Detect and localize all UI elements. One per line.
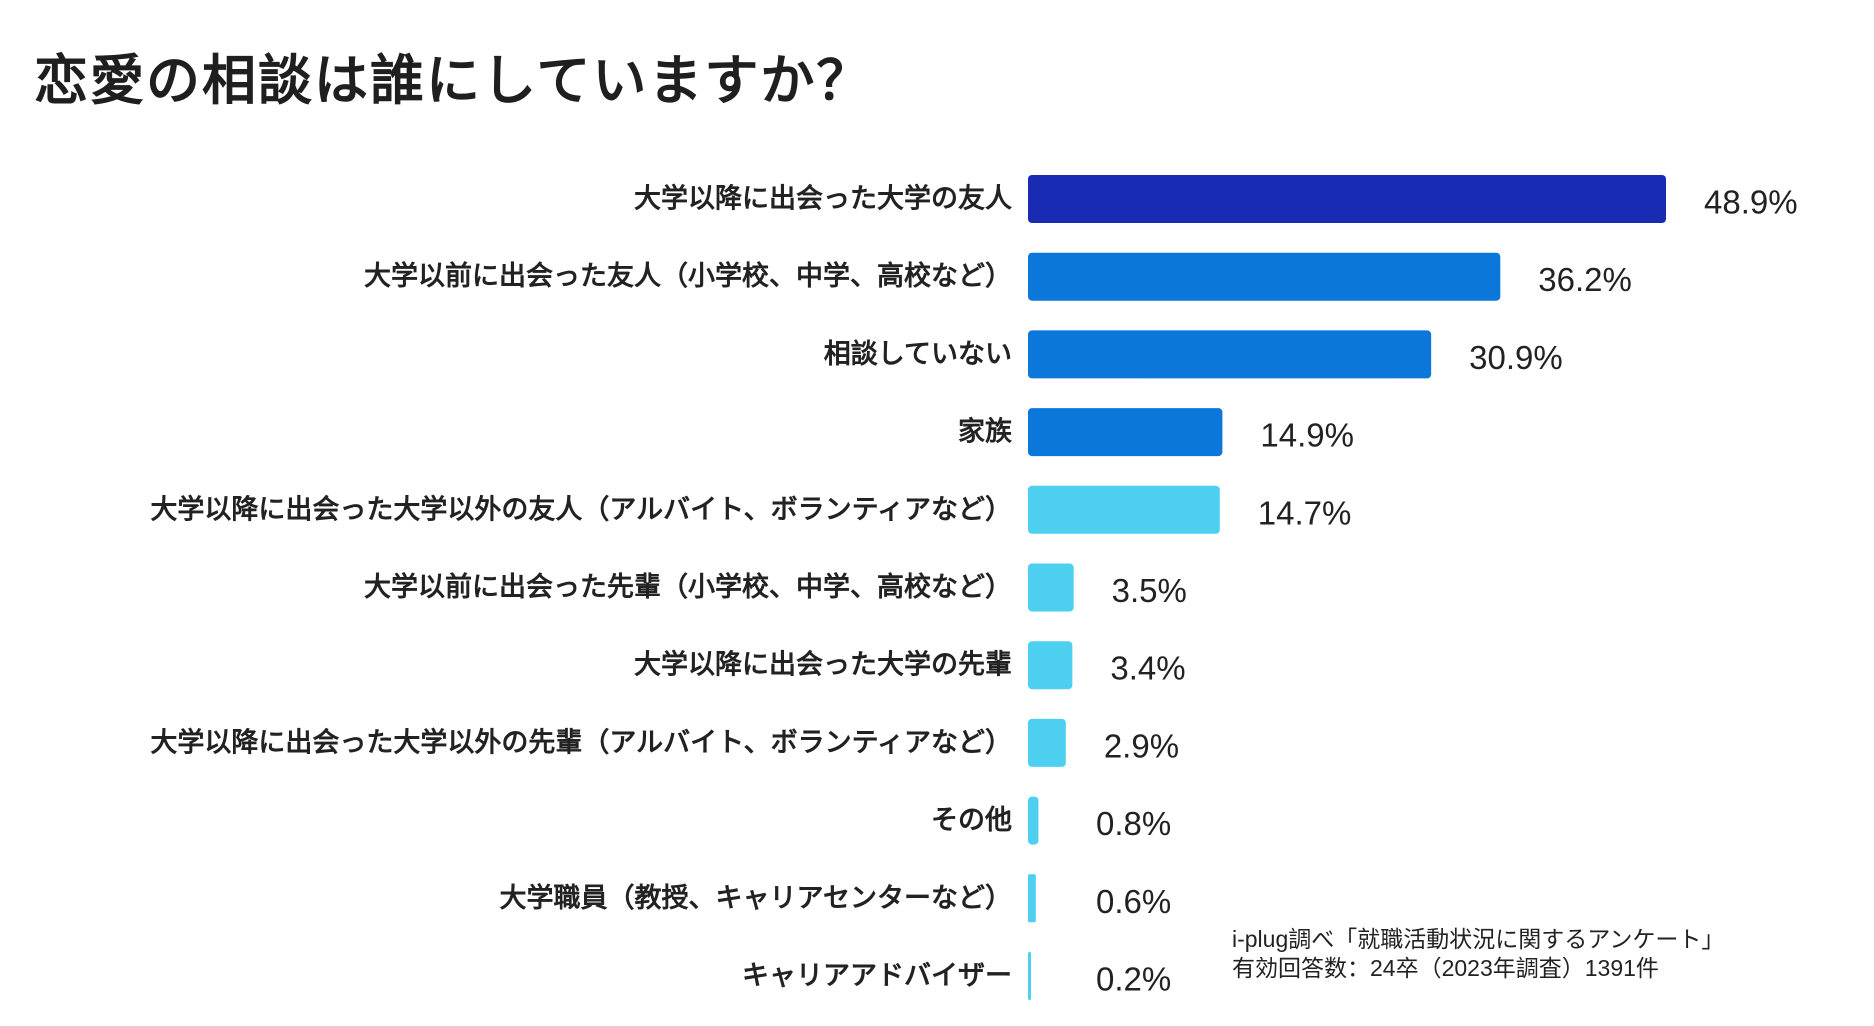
source-note: i-plug調べ「就職活動状況に関するアンケート」 有効回答数：24卒（2023…	[1232, 925, 1724, 983]
value-label-2: 36.2%	[1538, 261, 1632, 298]
source-line-2: 有効回答数：24卒（2023年調査）1391件	[1232, 955, 1659, 981]
category-label-9: その他	[931, 805, 1012, 836]
value-label-8: 2.9%	[1104, 727, 1179, 764]
chart-title: 恋愛の相談は誰にしていますか？	[34, 49, 873, 112]
value-label-6: 3.5%	[1112, 572, 1187, 609]
category-label-10: 大学職員（教授、キャリアセンターなど）	[500, 882, 1012, 914]
bar-4	[1028, 408, 1223, 457]
category-label-7: 大学以降に出会った大学の先輩	[634, 649, 1012, 681]
bar-3	[1028, 330, 1432, 379]
bar-7	[1028, 641, 1073, 690]
bar-5	[1028, 485, 1220, 534]
category-label-11: キャリアアドバイザー	[742, 961, 1012, 992]
bar-11	[1028, 952, 1031, 1000]
value-label-4: 14.9%	[1260, 417, 1354, 454]
category-label-1: 大学以降に出会った大学の友人	[634, 183, 1012, 215]
source-line-1: i-plug調べ「就職活動状況に関するアンケート」	[1232, 926, 1725, 952]
value-label-1: 48.9%	[1704, 184, 1798, 221]
bar-2	[1028, 252, 1501, 301]
value-label-5: 14.7%	[1258, 494, 1352, 531]
value-label-9: 0.8%	[1096, 805, 1171, 842]
category-label-3: 相談していない	[824, 338, 1012, 370]
category-label-6: 大学以前に出会った先輩（小学校、中学、高校など）	[364, 571, 1012, 603]
value-label-3: 30.9%	[1469, 339, 1563, 376]
bar-10	[1028, 874, 1036, 923]
category-label-2: 大学以前に出会った友人（小学校、中学、高校など）	[364, 260, 1012, 292]
bar-8	[1028, 718, 1066, 767]
bar-6	[1028, 563, 1074, 612]
bar-1	[1028, 175, 1666, 223]
bar-9	[1028, 796, 1039, 845]
value-label-10: 0.6%	[1096, 883, 1171, 920]
value-label-7: 3.4%	[1110, 650, 1185, 687]
category-label-8: 大学以降に出会った大学以外の先輩（アルバイト、ボランティアなど）	[150, 726, 1012, 758]
value-label-11: 0.2%	[1096, 961, 1171, 998]
category-label-4: 家族	[958, 416, 1013, 448]
category-label-5: 大学以降に出会った大学以外の友人（アルバイト、ボランティアなど）	[150, 493, 1012, 525]
